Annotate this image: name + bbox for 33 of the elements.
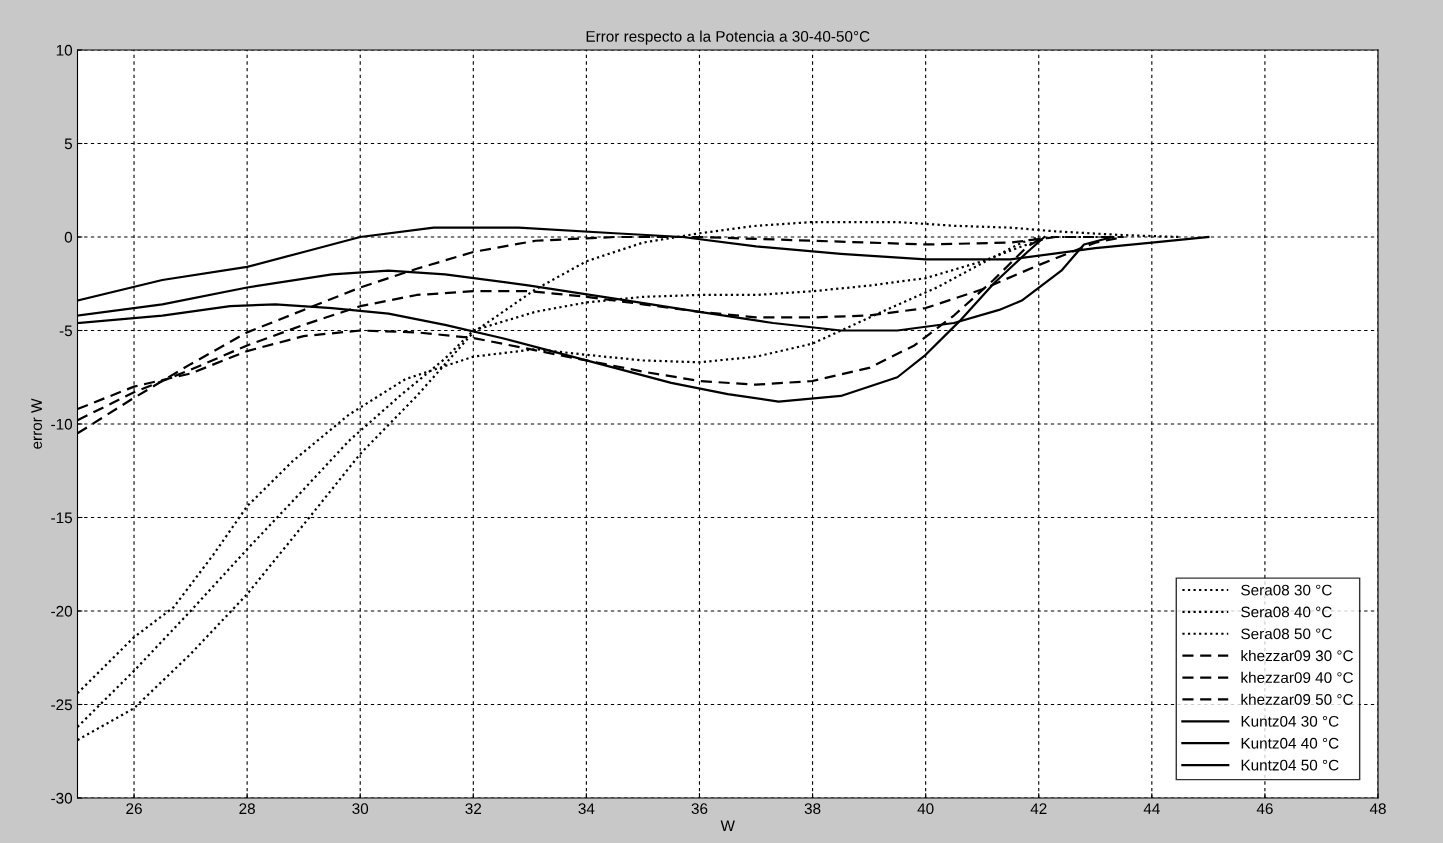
legend-label: khezzar09 40 °C	[1241, 671, 1353, 684]
legend-label: Kuntz04 30 °C	[1241, 715, 1339, 727]
x-tick-label: 32	[465, 803, 482, 815]
y-tick-label: 10	[56, 44, 73, 56]
x-axis-title: W	[720, 820, 735, 831]
chart-title: Error respecto a la Potencia a 30-40-50°C	[586, 30, 870, 45]
x-tick-label: 34	[578, 803, 595, 815]
x-tick-label: 30	[352, 803, 369, 815]
y-tick-label: -10	[51, 418, 73, 430]
x-tick-label: 38	[804, 803, 821, 815]
y-tick-label: -20	[51, 605, 73, 617]
legend-label: khezzar09 30 °C	[1241, 649, 1353, 662]
y-tick-label: -30	[51, 792, 73, 804]
legend-label: khezzar09 50 °C	[1241, 693, 1353, 705]
x-tick-label: 46	[1256, 803, 1273, 815]
x-tick-label: 40	[917, 803, 934, 815]
x-tick-label: 42	[1030, 803, 1047, 814]
x-tick-label: 28	[239, 803, 255, 815]
y-tick-label: -5	[59, 325, 72, 337]
legend-label: Kuntz04 50 °C	[1241, 759, 1339, 771]
legend-label: Sera08 30 °C	[1241, 584, 1332, 596]
y-axis-title: error W	[31, 398, 42, 449]
legend-label: Kuntz04 40 °C	[1241, 737, 1339, 749]
y-tick-label: 5	[64, 138, 72, 150]
y-tick-label: -25	[51, 699, 72, 711]
legend-label: Sera08 50 °C	[1241, 628, 1332, 640]
y-tick-label: 0	[64, 231, 73, 243]
legend-label: Sera08 40 °C	[1241, 606, 1332, 618]
x-tick-label: 26	[126, 803, 142, 815]
x-tick-label: 44	[1143, 803, 1160, 814]
x-tick-label: 48	[1369, 803, 1386, 815]
y-tick-label: -15	[51, 512, 72, 524]
x-tick-label: 36	[691, 803, 708, 815]
